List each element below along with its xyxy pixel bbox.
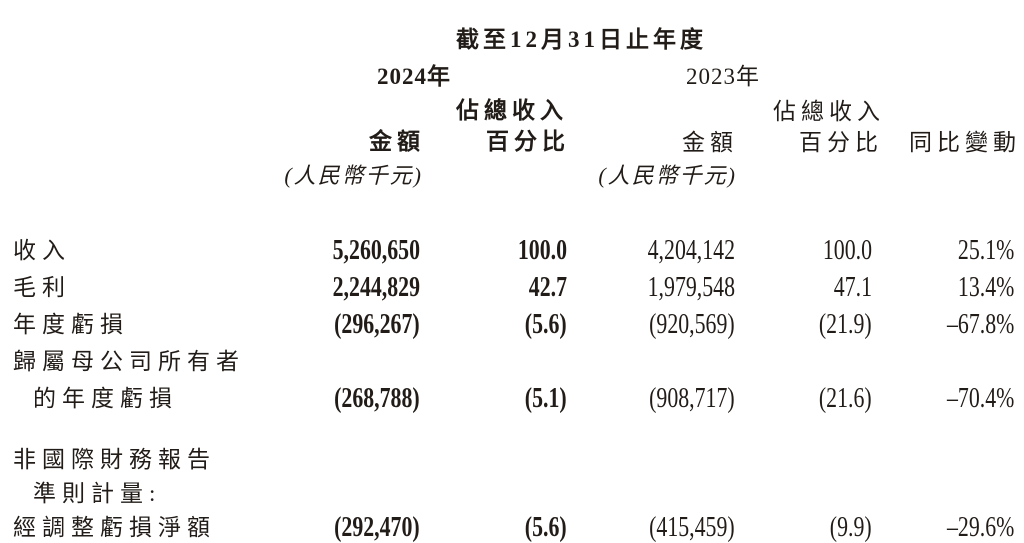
- year-2024-header: 2024年: [377, 64, 451, 89]
- table-row-non-ifrs-line2: 準則計量:: [0, 479, 1024, 509]
- table-row-gross-profit: 毛利 2,244,829 42.7 1,979,548 47.1 13.4%: [0, 273, 1024, 303]
- pct-2023-cell: 47.1: [833, 272, 872, 303]
- period-title: 截至12月31日止年度: [456, 27, 707, 52]
- pct-2023-cell: 100.0: [822, 235, 872, 266]
- row-label: 的年度虧損: [33, 386, 178, 411]
- col-header-2024-percentage: 百分比: [486, 129, 570, 154]
- currency-note-2024: (人民幣千元): [284, 163, 423, 188]
- col-header-2023-amount: 金額: [682, 130, 738, 155]
- col-header-yoy-change: 同比變動: [909, 130, 1021, 155]
- pct-2024-cell: (5.6): [525, 512, 567, 543]
- currency-note-2023: (人民幣千元): [598, 163, 737, 188]
- yoy-change-cell: 13.4%: [957, 272, 1014, 303]
- col-header-2023-share-of-revenue: 佔總收入: [773, 99, 885, 124]
- amount-2023-cell: 1,979,548: [647, 272, 735, 303]
- col-header-2024-amount: 金額: [369, 129, 425, 154]
- amount-2024-cell: (292,470): [334, 512, 420, 543]
- row-label: 非國際財務報告: [13, 447, 216, 472]
- row-label: 毛利: [13, 275, 71, 300]
- row-label: 經調整虧損淨額: [13, 515, 216, 540]
- yoy-change-cell: –29.6%: [946, 512, 1014, 543]
- table-row-non-ifrs-line1: 非國際財務報告: [0, 445, 1024, 475]
- pct-2024-cell: (5.1): [525, 383, 567, 414]
- pct-2023-cell: (9.9): [830, 512, 872, 543]
- table-row-revenue: 收入 5,260,650 100.0 4,204,142 100.0 25.1%: [0, 236, 1024, 266]
- row-label: 歸屬母公司所有者: [13, 349, 245, 374]
- table-row-adjusted-net-loss: 經調整虧損淨額 (292,470) (5.6) (415,459) (9.9) …: [0, 513, 1024, 543]
- amount-2023-cell: (920,569): [649, 309, 735, 340]
- amount-2023-cell: (908,717): [649, 383, 735, 414]
- amount-2024-cell: (296,267): [334, 309, 420, 340]
- amount-2024-cell: 2,244,829: [332, 272, 420, 303]
- pct-2024-cell: 42.7: [528, 272, 567, 303]
- table-row-attributable-loss-line2: 的年度虧損 (268,788) (5.1) (908,717) (21.6) –…: [0, 384, 1024, 414]
- year-2023-header: 2023年: [686, 64, 760, 89]
- amount-2024-cell: 5,260,650: [332, 235, 420, 266]
- yoy-change-cell: –67.8%: [946, 309, 1014, 340]
- amount-2024-cell: (268,788): [334, 383, 420, 414]
- row-label: 準則計量:: [33, 481, 162, 506]
- pct-2024-cell: (5.6): [525, 309, 567, 340]
- col-header-2024-share-of-revenue: 佔總收入: [456, 98, 568, 123]
- table-row-loss-for-year: 年度虧損 (296,267) (5.6) (920,569) (21.9) –6…: [0, 310, 1024, 340]
- pct-2023-cell: (21.9): [819, 309, 872, 340]
- row-label: 收入: [13, 238, 71, 263]
- table-row-attributable-loss-line1: 歸屬母公司所有者: [0, 347, 1024, 377]
- yoy-change-cell: 25.1%: [957, 235, 1014, 266]
- row-label: 年度虧損: [13, 312, 129, 337]
- pct-2023-cell: (21.6): [819, 383, 872, 414]
- col-header-2023-percentage: 百分比: [799, 130, 883, 155]
- pct-2024-cell: 100.0: [517, 235, 567, 266]
- amount-2023-cell: (415,459): [649, 512, 735, 543]
- amount-2023-cell: 4,204,142: [647, 235, 735, 266]
- yoy-change-cell: –70.4%: [946, 383, 1014, 414]
